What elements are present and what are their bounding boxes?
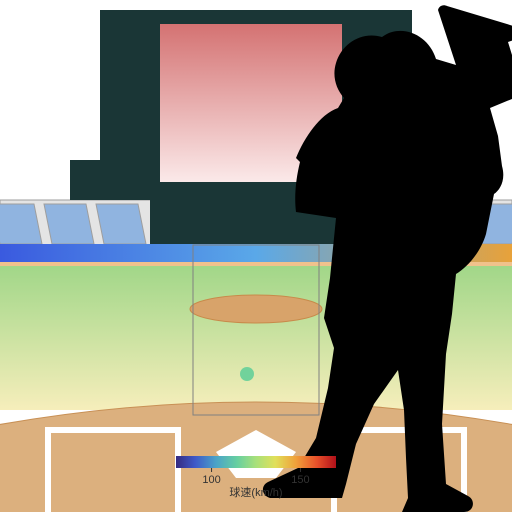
colorbar-tick-label: 150	[291, 474, 309, 486]
colorbar	[176, 456, 336, 468]
scoreboard-wing-left	[70, 160, 100, 200]
colorbar-tick-label: 100	[202, 474, 220, 486]
pitch-location-chart: 100 150 球速(km/h)	[0, 0, 512, 512]
stands-window	[44, 204, 94, 244]
stands-window	[96, 204, 146, 244]
pitchers-mound	[190, 295, 322, 323]
colorbar-label: 球速(km/h)	[229, 485, 282, 499]
stands-window	[0, 204, 42, 244]
pitch-marker	[240, 367, 254, 381]
